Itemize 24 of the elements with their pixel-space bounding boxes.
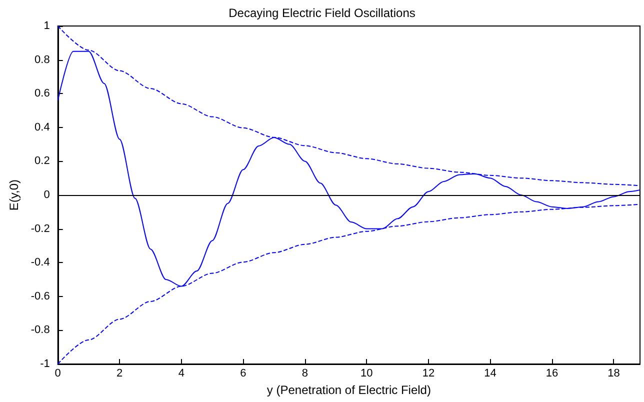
x-tick-label: 18: [608, 368, 620, 380]
x-tick-label: 8: [302, 368, 308, 380]
x-tick-label: 16: [546, 368, 558, 380]
x-tick-label: 14: [484, 368, 496, 380]
y-tick-label: 1: [44, 20, 50, 32]
x-tick-label: 0: [54, 368, 61, 380]
x-tick-label: 6: [240, 368, 246, 380]
y-tick-label: 0.2: [34, 155, 50, 168]
y-tick-label: -0.2: [30, 222, 50, 235]
x-tick-label: 10: [360, 368, 373, 380]
x-tick-label: 2: [116, 368, 123, 380]
x-tick-label: 4: [178, 368, 184, 380]
y-tick-label: -1: [40, 358, 50, 370]
x-tick-label: 12: [422, 368, 435, 380]
y-tick-label: -0.8: [30, 324, 50, 336]
x-axis-title: y (Penetration of Electric Field): [266, 382, 431, 397]
y-tick-label: -0.4: [30, 256, 50, 269]
y-tick-label: -0.6: [30, 290, 50, 302]
y-axis-title: E(y,0): [7, 179, 21, 211]
y-tick-label: 0.4: [34, 121, 50, 134]
y-tick-label: 0: [44, 189, 50, 201]
chart-title: Decaying Electric Field Oscillations: [228, 6, 416, 20]
y-tick-label: 0.6: [34, 88, 50, 100]
y-tick-label: 0.8: [34, 54, 50, 66]
